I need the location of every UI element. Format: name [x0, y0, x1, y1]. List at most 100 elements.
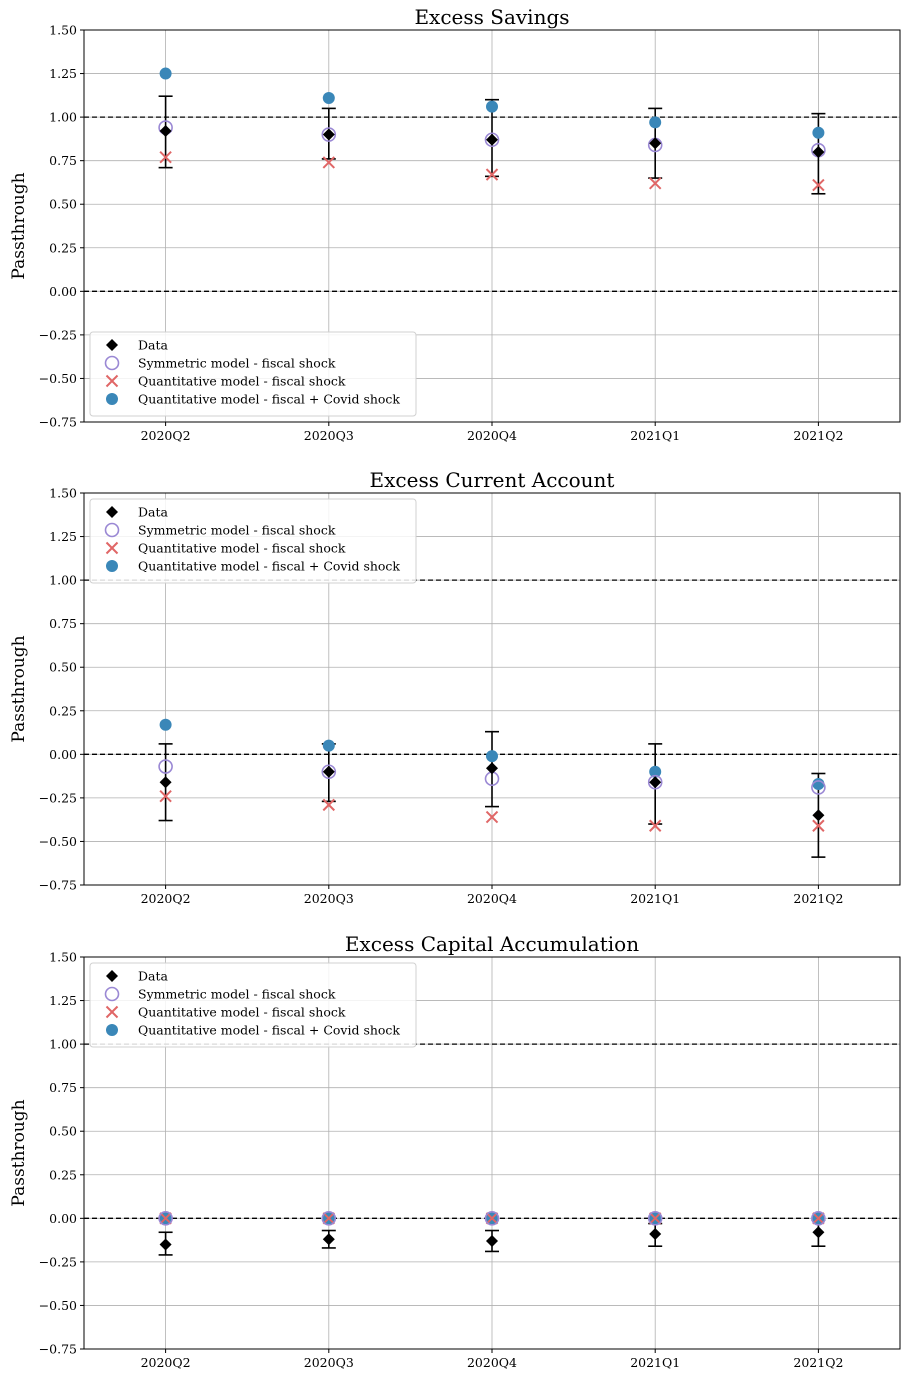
- point-symmetric: [321, 127, 337, 142]
- legend-marker-quantitative-stroke-b: [105, 1005, 119, 1019]
- point-symmetric: [484, 132, 500, 148]
- point-covid: [649, 116, 662, 129]
- y-tick-label: −0.25: [39, 327, 77, 342]
- point-symmetric: [811, 1211, 826, 1226]
- x-tick-label: 2020Q3: [304, 891, 354, 906]
- y-tick-label: 1.00: [49, 1037, 77, 1052]
- chart-title: Excess Savings: [414, 5, 569, 29]
- x-tick-label: 2020Q4: [467, 428, 517, 443]
- y-tick-label: 1.25: [49, 529, 77, 544]
- legend-marker-covid: [106, 560, 118, 572]
- point-quantitative: [485, 168, 499, 181]
- y-axis-label: Passthrough: [9, 172, 29, 279]
- point-covid: [486, 750, 498, 763]
- y-tick-label: 0.75: [49, 616, 77, 631]
- y-tick-label: 1.00: [49, 573, 77, 588]
- point-covid: [159, 67, 172, 80]
- y-tick-label: −0.50: [39, 371, 77, 386]
- point-symmetric: [321, 1211, 337, 1226]
- legend-marker-quantitative-stroke-b: [105, 541, 119, 555]
- y-tick-label: 1.50: [49, 950, 77, 965]
- y-tick-label: 0.00: [49, 747, 77, 762]
- y-tick-label: −0.75: [39, 1342, 77, 1357]
- point-quantitative: [322, 1212, 336, 1225]
- x-tick-label: 2020Q2: [141, 428, 191, 443]
- legend-label: Quantitative model - fiscal shock: [138, 374, 346, 389]
- legend-marker-data: [106, 970, 118, 982]
- x-tick-label: 2020Q2: [141, 1355, 191, 1370]
- point-covid: [812, 126, 825, 139]
- legend-marker-data: [106, 506, 118, 518]
- legend-label: Data: [138, 969, 168, 984]
- point-data: [812, 145, 825, 158]
- point-quantitative-stroke-b: [159, 1212, 172, 1225]
- point-quantitative-stroke-b: [648, 819, 662, 832]
- point-quantitative-stroke-b: [322, 1212, 336, 1225]
- point-symmetric: [647, 1211, 663, 1226]
- y-tick-label: 1.50: [49, 486, 77, 501]
- point-quantitative-stroke-b: [485, 1212, 499, 1225]
- point-covid: [486, 100, 498, 113]
- plot-frame: [83, 956, 901, 1350]
- x-tick-label: 2021Q1: [630, 1355, 680, 1370]
- chart-title: Excess Current Account: [370, 468, 615, 492]
- x-tick-label: 2021Q1: [630, 891, 680, 906]
- point-quantitative: [322, 798, 336, 812]
- point-quantitative: [648, 819, 662, 832]
- point-symmetric: [158, 759, 173, 774]
- point-quantitative-stroke-b: [322, 798, 336, 812]
- legend-marker-quantitative-stroke-b: [105, 374, 119, 388]
- legend-label: Quantitative model - fiscal + Covid shoc…: [138, 1023, 400, 1038]
- plot-frame: [83, 29, 901, 423]
- point-quantitative-stroke-b: [648, 1212, 662, 1225]
- point-quantitative-stroke-b: [812, 178, 825, 192]
- point-symmetric: [811, 780, 826, 795]
- y-tick-label: 0.50: [49, 1124, 77, 1139]
- legend-marker-symmetric: [104, 986, 120, 1002]
- legend-box: [89, 331, 417, 417]
- point-data: [812, 809, 825, 822]
- x-tick-label: 2020Q4: [467, 1355, 517, 1370]
- legend-label: Symmetric model - fiscal shock: [138, 356, 336, 371]
- point-quantitative: [485, 1212, 499, 1225]
- y-tick-label: 0.25: [49, 240, 77, 255]
- y-tick-label: −0.50: [39, 1298, 77, 1313]
- y-tick-label: −0.50: [39, 834, 77, 849]
- point-symmetric: [158, 1211, 173, 1226]
- point-data: [322, 1233, 335, 1246]
- point-covid: [812, 777, 825, 790]
- legend-marker-covid: [106, 393, 118, 405]
- point-quantitative: [648, 1212, 662, 1225]
- y-axis-label: Passthrough: [9, 635, 29, 742]
- point-quantitative: [812, 1212, 825, 1225]
- point-quantitative: [812, 178, 825, 192]
- legend-marker-quantitative: [105, 1005, 119, 1019]
- legend-label: Quantitative model - fiscal shock: [138, 1005, 346, 1020]
- legend: Data Symmetric model - fiscal shock Quanti…: [89, 331, 417, 417]
- y-tick-label: 0.25: [49, 703, 77, 718]
- y-tick-label: −0.25: [39, 1254, 77, 1269]
- point-quantitative-stroke-b: [485, 168, 499, 181]
- y-tick-label: 0.25: [49, 1167, 77, 1182]
- legend-box: [89, 498, 417, 584]
- legend-label: Data: [138, 505, 168, 520]
- y-tick-label: 0.00: [49, 1211, 77, 1226]
- y-axis-label: Passthrough: [9, 1099, 29, 1206]
- legend-marker-symmetric: [104, 355, 120, 371]
- point-quantitative: [159, 789, 172, 803]
- point-covid: [649, 765, 662, 778]
- point-data: [486, 133, 498, 146]
- point-quantitative-stroke-b: [812, 1212, 825, 1225]
- x-tick-label: 2020Q4: [467, 891, 517, 906]
- chart-panel-2: Excess Current Account Passthrough 1.50 1.2…: [9, 468, 901, 906]
- point-data: [322, 128, 335, 141]
- point-symmetric: [321, 764, 337, 780]
- y-tick-label: 0.75: [49, 1080, 77, 1095]
- point-quantitative: [648, 177, 662, 190]
- x-tick-label: 2020Q3: [304, 1355, 354, 1370]
- chart-title: Excess Capital Accumulation: [345, 932, 639, 956]
- legend-box: [89, 962, 417, 1048]
- y-tick-label: 1.25: [49, 66, 77, 81]
- y-tick-label: 0.50: [49, 660, 77, 675]
